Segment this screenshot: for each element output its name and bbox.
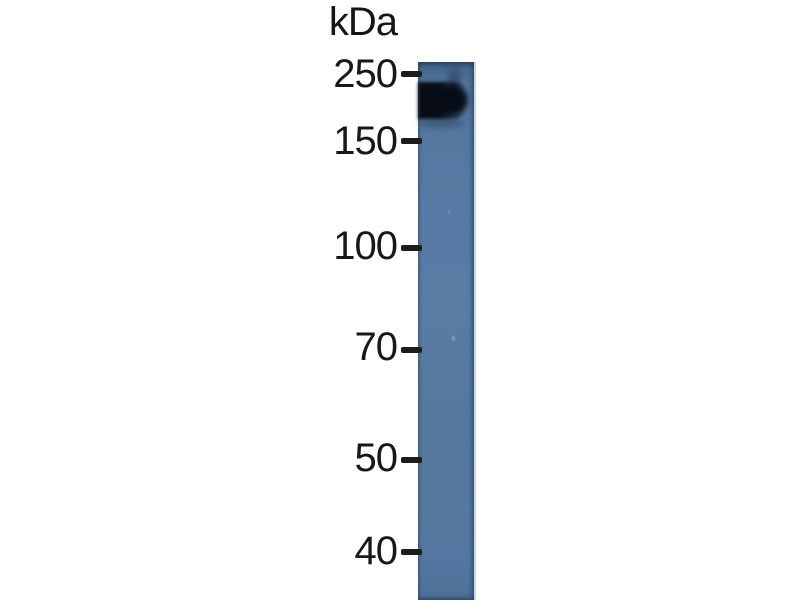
tick-70 (401, 347, 422, 353)
mw-label-40: 40 (354, 529, 399, 573)
lane-speck (446, 208, 452, 215)
tick-100 (401, 245, 422, 251)
tick-50 (401, 457, 422, 463)
mw-label-70: 70 (354, 325, 399, 369)
band-smear-below (418, 118, 464, 128)
mw-label-50: 50 (354, 436, 399, 480)
mw-label-100: 100 (333, 224, 398, 268)
lane-speck (450, 334, 457, 343)
mw-label-150: 150 (333, 119, 398, 163)
mw-label-250: 250 (333, 52, 398, 96)
unit-label-kda: kDa (328, 0, 398, 44)
protein-band-core (434, 78, 476, 122)
blot-lane (418, 62, 476, 600)
lane-edge-highlight (474, 62, 476, 600)
tick-150 (401, 138, 422, 144)
tick-250 (401, 71, 422, 77)
tick-40 (401, 549, 422, 555)
